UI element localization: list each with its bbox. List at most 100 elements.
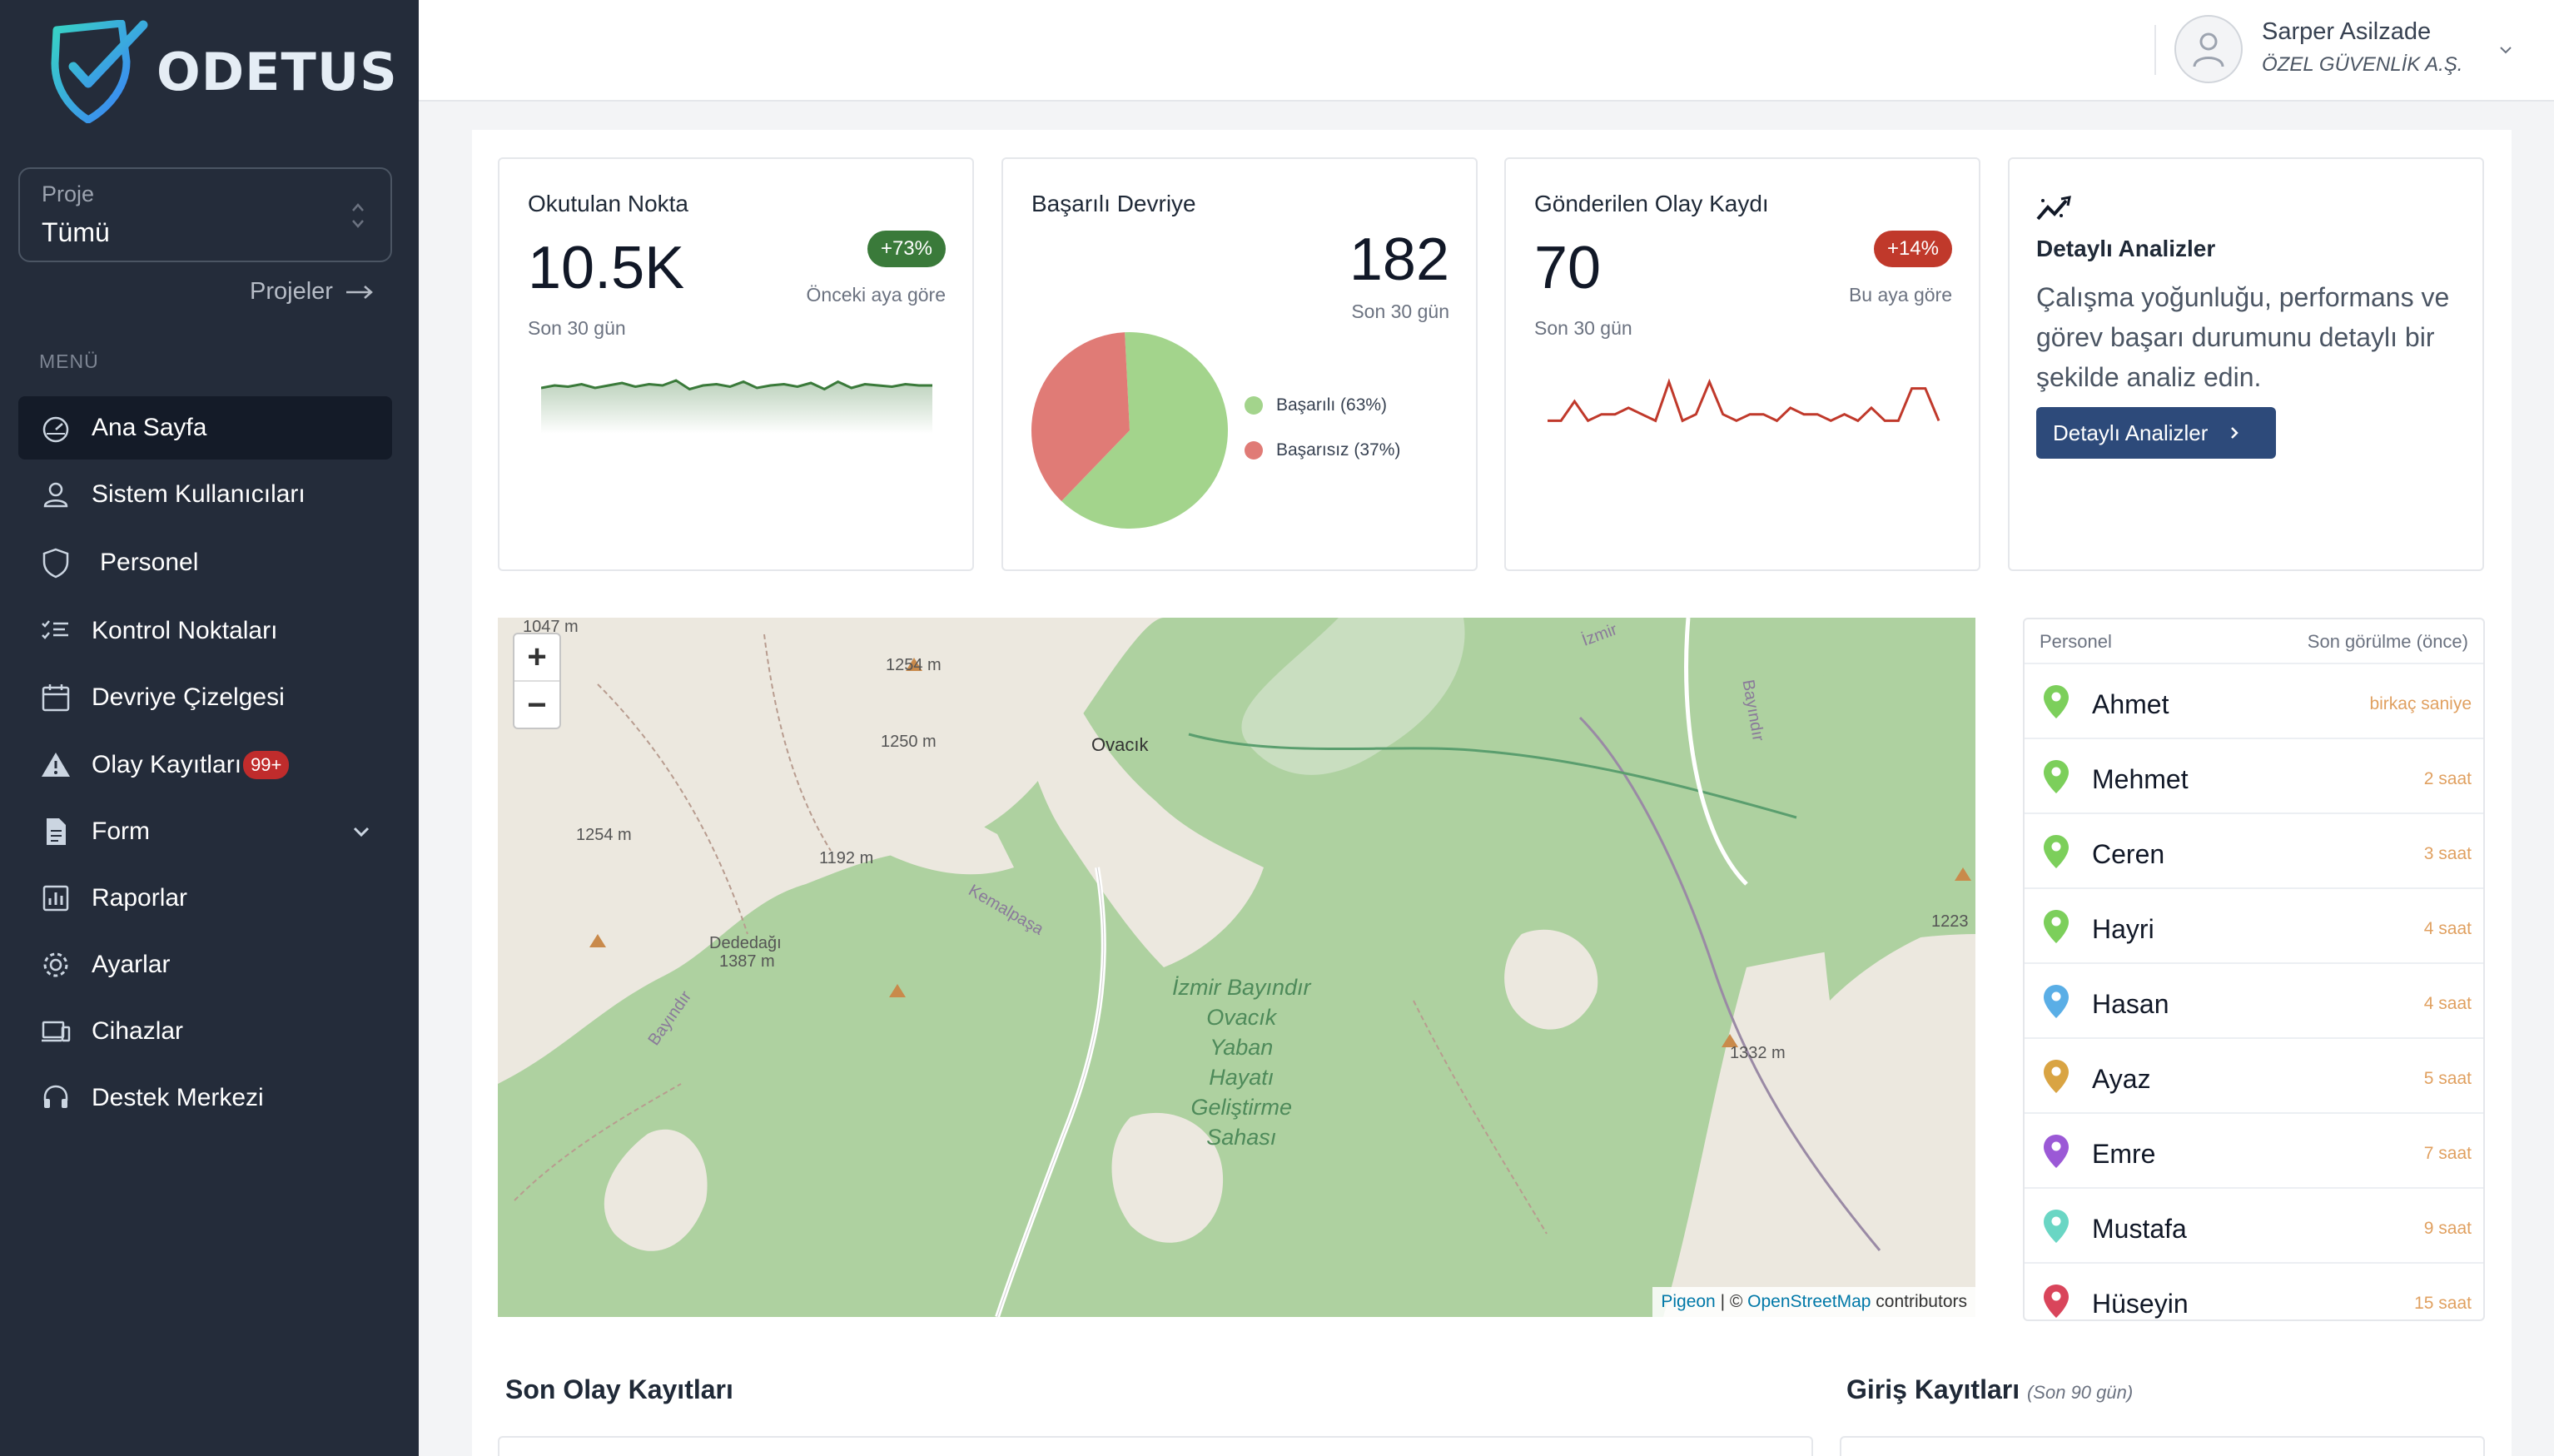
chevron-right-icon xyxy=(2231,427,2239,439)
user-company: ÖZEL GÜVENLİK A.Ş. xyxy=(2262,53,2463,76)
pie-slice-başarısız xyxy=(1031,332,1130,501)
nav-item-label: Sistem Kullanıcıları xyxy=(92,480,306,508)
shield-check-logo-icon xyxy=(51,20,148,123)
nav-item-ayarlar[interactable]: Ayarlar xyxy=(18,933,392,996)
user-avatar-icon xyxy=(2193,32,2224,67)
personnel-row[interactable]: Ceren 3 saat xyxy=(2025,812,2483,887)
document-icon xyxy=(47,818,66,845)
location-pin-icon xyxy=(2044,1135,2069,1168)
location-pin-icon xyxy=(2044,1060,2069,1093)
map-label: 1387 m xyxy=(719,952,775,971)
zoom-in-button[interactable]: + xyxy=(514,634,559,682)
personnel-last-seen: 2 saat xyxy=(2423,769,2472,788)
personnel-name: Ahmet xyxy=(2092,689,2169,719)
incident-count-badge: 99+ xyxy=(243,751,290,779)
personnel-row[interactable]: Hayri 4 saat xyxy=(2025,887,2483,962)
location-pin-icon xyxy=(2044,985,2069,1018)
brand-logo[interactable]: ODETUS xyxy=(50,20,398,123)
nav-item-label: Raporlar xyxy=(92,884,188,912)
map-label: 1250 m xyxy=(881,733,937,751)
attribution-separator: | © xyxy=(1715,1292,1748,1311)
nav-item-label: Destek Merkezi xyxy=(92,1084,264,1111)
location-pin-icon xyxy=(2044,1210,2069,1243)
personnel-name: Mustafa xyxy=(2092,1214,2187,1244)
brand-name: ODETUS xyxy=(157,41,398,102)
incidents-card: Gönderilen Olay Kaydı 70 +14% Bu aya gör… xyxy=(1504,157,1980,571)
nav-item-form[interactable]: Form xyxy=(18,800,392,863)
projects-link-label: Projeler xyxy=(250,278,333,305)
personnel-last-seen: 4 saat xyxy=(2423,919,2472,938)
area-label-line: İzmir Bayındır xyxy=(1172,975,1311,1000)
personnel-row[interactable]: Mehmet 2 saat xyxy=(2025,738,2483,812)
personnel-row[interactable]: Ahmet birkaç saniye xyxy=(2025,663,2483,738)
zoom-out-button[interactable]: − xyxy=(527,687,547,723)
user-menu-chevron-icon[interactable] xyxy=(2497,42,2514,58)
nav-item-label: Olay Kayıtları xyxy=(92,751,242,778)
personnel-last-seen: 4 saat xyxy=(2423,994,2472,1013)
login-records-title-text: Giriş Kayıtları xyxy=(1846,1374,2020,1404)
change-note: Önceki aya göre xyxy=(806,284,946,306)
patrol-card: Başarılı Devriye 182 Son 30 gün Başarılı… xyxy=(1001,157,1478,571)
nav-item-cihazlar[interactable]: Cihazlar xyxy=(18,1000,392,1063)
legend-dot xyxy=(1245,441,1263,460)
personnel-name: Hasan xyxy=(2092,989,2169,1019)
map-attribution: Pigeon | © OpenStreetMap contributors xyxy=(1652,1287,1975,1317)
headset-icon xyxy=(43,1085,68,1108)
location-pin-icon xyxy=(2044,760,2069,793)
personnel-name: Hüseyin xyxy=(2092,1289,2189,1319)
card-value: 182 xyxy=(1349,226,1449,293)
legend-label: Başarılı (63%) xyxy=(1276,395,1388,415)
detailed-analytics-button[interactable]: Detaylı Analizler xyxy=(2036,407,2276,459)
analytics-trend-icon xyxy=(2036,196,2071,221)
legend-dot xyxy=(1245,396,1263,415)
nav-item-label: Personel xyxy=(100,549,199,576)
nav-item-destek-merkezi[interactable]: Destek Merkezi xyxy=(18,1066,392,1130)
arrow-right-icon xyxy=(345,285,373,299)
login-records-title: Giriş Kayıtları (Son 90 gün) xyxy=(1846,1374,2133,1405)
area-label-line: Ovacık xyxy=(1206,1005,1277,1030)
scanned-points-card: Okutulan Nokta 10.5K +73% Önceki aya gör… xyxy=(498,157,974,571)
nav-item-raporlar[interactable]: Raporlar xyxy=(18,867,392,930)
nav-item-ana-sayfa[interactable]: Ana Sayfa xyxy=(18,396,392,460)
calendar-icon xyxy=(42,684,70,712)
report-icon xyxy=(42,885,69,912)
legend-fail: Başarısız (37%) xyxy=(1245,440,1400,460)
map-label: 1254 m xyxy=(576,826,632,844)
avatar[interactable] xyxy=(2174,15,2243,83)
personnel-name: Mehmet xyxy=(2092,764,2189,794)
nav-item-personel[interactable]: Personel xyxy=(18,531,392,594)
personnel-name: Ceren xyxy=(2092,839,2165,869)
patrol-map[interactable]: + − 1047 m 1254 m 1250 m Ovacık 1254 m 1… xyxy=(498,618,1975,1317)
map-label: Dededağı xyxy=(709,934,782,952)
personnel-name: Ayaz xyxy=(2092,1064,2151,1094)
projects-link[interactable]: Projeler xyxy=(250,278,375,306)
warning-icon xyxy=(42,753,70,777)
map-tiles xyxy=(498,618,1975,1317)
location-pin-icon xyxy=(2044,1285,2069,1318)
nav-item-kontrol-noktalari[interactable]: Kontrol Noktaları xyxy=(18,599,392,663)
personnel-row[interactable]: Ayaz 5 saat xyxy=(2025,1037,2483,1112)
nav-item-label: Devriye Çizelgesi xyxy=(92,683,285,711)
card-period: Son 30 gün xyxy=(528,317,626,339)
nav-item-devriye-cizelgesi[interactable]: Devriye Çizelgesi xyxy=(18,666,392,729)
gear-icon xyxy=(43,952,68,977)
personnel-name: Hayri xyxy=(2092,914,2154,944)
nav-item-olay-kayitlari[interactable]: Olay Kayıtları 99+ xyxy=(18,733,392,797)
personnel-row[interactable]: Emre 7 saat xyxy=(2025,1112,2483,1187)
shield-icon xyxy=(42,548,69,579)
nav-item-label: Ana Sayfa xyxy=(92,414,207,441)
nav-item-sistem-kullanicilari[interactable]: Sistem Kullanıcıları xyxy=(18,463,392,526)
pigeon-link[interactable]: Pigeon xyxy=(1661,1292,1716,1311)
personnel-last-seen: 15 saat xyxy=(2414,1294,2472,1313)
legend-label: Başarısız (37%) xyxy=(1276,440,1401,460)
location-pin-icon xyxy=(2044,910,2069,943)
analytics-description: Çalışma yoğunluğu, performans ve görev b… xyxy=(2036,282,2450,392)
personnel-row[interactable]: Mustafa 9 saat xyxy=(2025,1187,2483,1262)
personnel-row[interactable]: Hasan 4 saat xyxy=(2025,962,2483,1037)
map-label: Ovacık xyxy=(1091,734,1149,755)
project-select[interactable]: Proje Tümü xyxy=(18,167,392,262)
personnel-list: Personel Son görülme (önce) Ahmet birkaç … xyxy=(2023,618,2485,1321)
personnel-row[interactable]: Hüseyin 15 saat xyxy=(2025,1262,2483,1319)
user-name[interactable]: Sarper Asilzade xyxy=(2262,18,2432,45)
osm-link[interactable]: OpenStreetMap xyxy=(1747,1292,1871,1311)
